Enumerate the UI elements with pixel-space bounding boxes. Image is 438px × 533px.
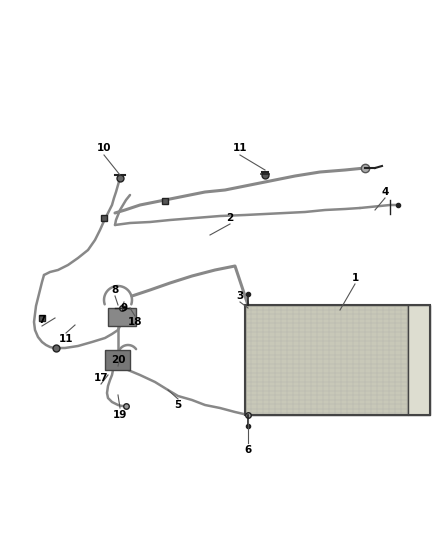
Bar	[245, 305, 408, 415]
Text: 6: 6	[244, 445, 251, 455]
Text: 11: 11	[59, 334, 73, 344]
Text: 20: 20	[111, 355, 125, 365]
Text: 1: 1	[351, 273, 359, 283]
Text: 11: 11	[233, 143, 247, 153]
Text: 4: 4	[381, 187, 389, 197]
Bar	[245, 305, 430, 415]
Text: 17: 17	[94, 373, 108, 383]
Text: 8: 8	[111, 285, 119, 295]
Bar	[108, 308, 136, 326]
Text: 3: 3	[237, 291, 244, 301]
Text: 19: 19	[113, 410, 127, 420]
Text: 2: 2	[226, 213, 233, 223]
Bar	[408, 305, 430, 415]
Text: 10: 10	[97, 143, 111, 153]
Text: 18: 18	[128, 317, 142, 327]
Text: 5: 5	[174, 400, 182, 410]
Bar	[105, 350, 130, 370]
Text: 9: 9	[120, 303, 127, 313]
Text: 7: 7	[38, 315, 46, 325]
